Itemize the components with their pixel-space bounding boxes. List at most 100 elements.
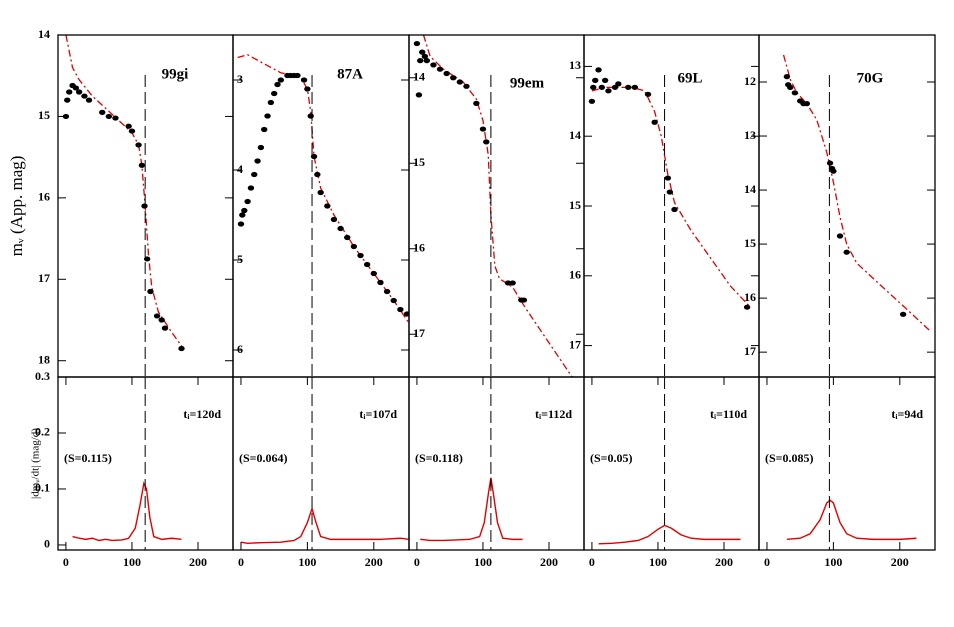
data-point xyxy=(254,158,261,164)
data-point xyxy=(274,81,281,88)
data-point xyxy=(473,100,480,106)
data-point xyxy=(264,113,271,119)
data-point xyxy=(66,89,73,95)
data-point xyxy=(105,113,113,120)
y-tick-label: 5 xyxy=(237,252,243,266)
panel-label: 99em xyxy=(510,75,545,91)
data-point xyxy=(631,84,639,90)
data-point xyxy=(791,90,799,96)
derivative-line xyxy=(72,481,182,542)
derivative-line xyxy=(420,477,523,542)
y-tick-label: 13 xyxy=(569,58,581,72)
y-tick-label: 14 xyxy=(744,182,756,196)
plot-area xyxy=(598,524,741,545)
data-point xyxy=(504,280,512,286)
y-tick-label: 17 xyxy=(413,326,425,340)
data-point xyxy=(377,279,384,286)
data-point xyxy=(85,97,93,103)
y-tick-label: 17 xyxy=(38,271,50,285)
y-tick-label: 14 xyxy=(569,128,581,142)
x-tick-label: 200 xyxy=(715,555,733,569)
data-point xyxy=(417,58,424,64)
y-tick-label: 15 xyxy=(413,155,425,169)
y-tick-label: 16 xyxy=(569,268,581,282)
data-point xyxy=(300,77,308,83)
fit-line xyxy=(591,86,751,308)
data-point xyxy=(803,101,811,107)
plot-area xyxy=(782,54,931,332)
data-point xyxy=(666,189,674,195)
x-tick-label: 0 xyxy=(589,555,595,569)
y-tick-label: 0 xyxy=(44,537,50,551)
s-label: (S=0.085) xyxy=(765,451,814,465)
s-label: (S=0.05) xyxy=(590,451,633,465)
data-point xyxy=(456,79,464,85)
data-point xyxy=(413,40,421,47)
derivative-line xyxy=(598,524,741,545)
panel-label: 69L xyxy=(677,70,702,86)
plot-area xyxy=(420,477,523,542)
data-point xyxy=(257,144,265,151)
data-point xyxy=(147,288,154,295)
data-point xyxy=(644,91,652,97)
data-point xyxy=(294,72,301,79)
plot-area xyxy=(413,35,573,377)
data-point xyxy=(330,216,338,223)
data-point xyxy=(307,113,314,119)
data-point xyxy=(592,77,599,83)
x-tick-label: 0 xyxy=(764,555,770,569)
data-point xyxy=(836,233,844,239)
x-tick-label: 100 xyxy=(474,555,492,569)
data-point xyxy=(826,160,834,166)
data-point xyxy=(605,88,612,94)
plot-area xyxy=(786,499,917,541)
x-tick-label: 200 xyxy=(189,555,207,569)
data-point xyxy=(241,207,248,214)
data-point xyxy=(671,206,678,213)
plot-area xyxy=(588,67,751,310)
data-point xyxy=(251,171,258,178)
t-label: tᵢ=112d xyxy=(535,407,572,421)
data-point xyxy=(743,304,751,310)
data-point xyxy=(588,98,596,104)
data-point xyxy=(64,97,71,103)
y-tick-label: 16 xyxy=(744,290,756,304)
x-tick-label: 0 xyxy=(63,555,69,569)
data-point xyxy=(310,153,318,160)
y-tick-label: 16 xyxy=(413,241,425,255)
y-tick-label: 3 xyxy=(237,72,243,86)
data-point xyxy=(237,221,245,227)
data-point xyxy=(450,75,457,81)
data-point xyxy=(247,185,255,191)
x-tick-label: 100 xyxy=(298,555,316,569)
y-tick-label: 0.2 xyxy=(35,425,50,439)
y-tick-label: 15 xyxy=(744,236,756,250)
panel-label: 87A xyxy=(337,66,363,82)
data-point xyxy=(664,175,672,181)
data-point xyxy=(383,288,391,295)
fit-line xyxy=(782,54,931,332)
data-point xyxy=(463,83,470,89)
derivative-line xyxy=(240,506,409,544)
s-label: (S=0.064) xyxy=(239,451,288,465)
data-point xyxy=(350,243,358,250)
data-point xyxy=(415,92,423,98)
t-label: tᵢ=120d xyxy=(183,407,221,421)
y-tick-label: 0.1 xyxy=(35,481,50,495)
data-point xyxy=(304,86,311,92)
derivative-line xyxy=(786,499,917,541)
data-point xyxy=(244,198,251,205)
t-label: tᵢ=110d xyxy=(710,407,747,421)
data-point xyxy=(421,53,429,59)
y-tick-label: 13 xyxy=(744,128,756,142)
data-point xyxy=(357,252,364,259)
data-point xyxy=(601,77,609,83)
data-point xyxy=(783,74,791,80)
x-tick-label: 100 xyxy=(123,555,141,569)
data-point xyxy=(520,297,528,303)
data-point xyxy=(595,67,602,73)
data-point xyxy=(135,142,142,148)
panel-frame xyxy=(583,34,760,378)
data-point xyxy=(277,77,285,83)
